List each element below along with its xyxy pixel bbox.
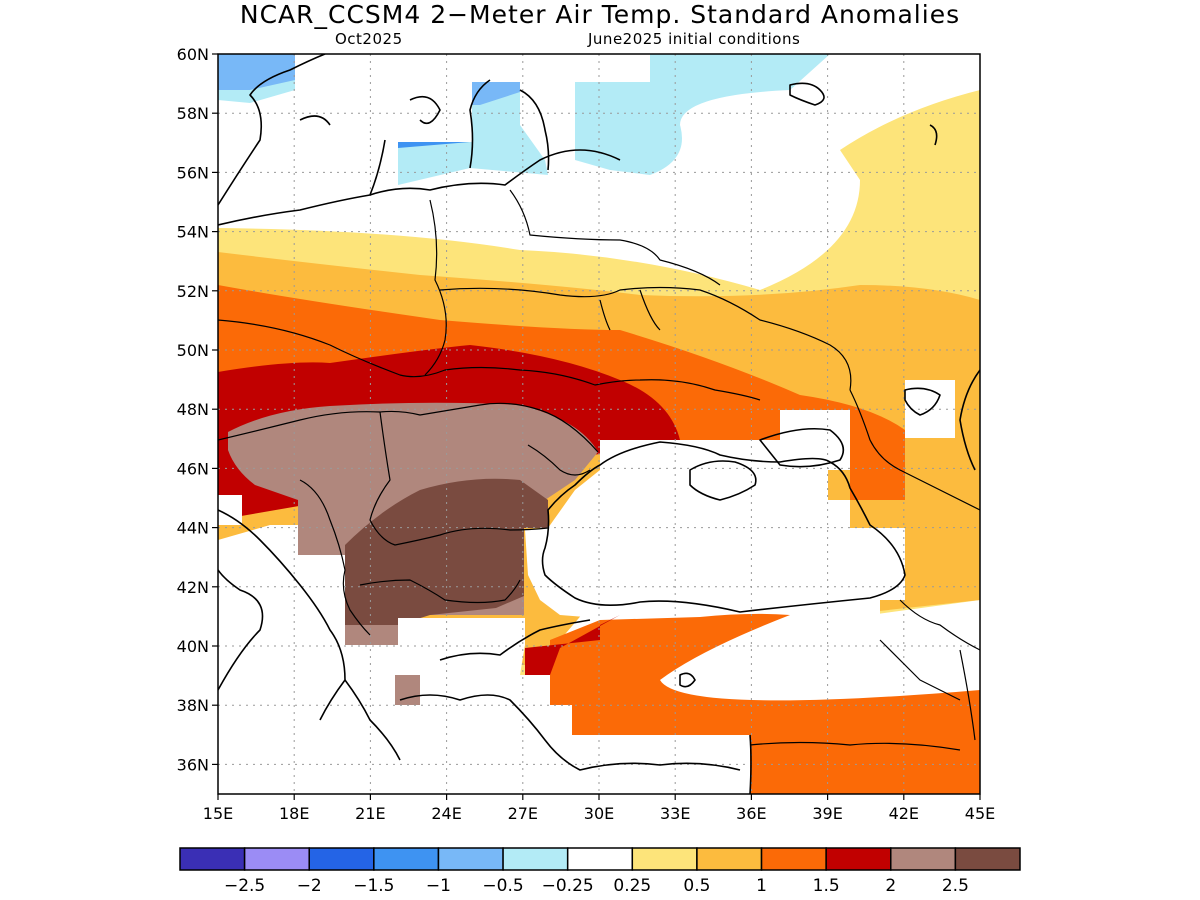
lon-label: 33E xyxy=(660,804,690,823)
colorbar-label: −2 xyxy=(297,876,322,896)
lon-label: 30E xyxy=(584,804,614,823)
colorbar-swatch xyxy=(954,847,1021,871)
anomaly-region xyxy=(398,142,470,148)
border-line xyxy=(879,599,980,701)
border-line xyxy=(369,411,549,546)
lat-label: 44N xyxy=(177,519,209,538)
colorbar-swatch xyxy=(243,847,310,871)
lon-label: 15E xyxy=(203,804,233,823)
colorbar xyxy=(179,847,1021,871)
colorbar-label: −1.5 xyxy=(353,876,394,896)
adriatic-coast xyxy=(218,509,346,721)
border-line xyxy=(359,579,521,604)
colorbar-labels: −2.5 −2 −1.5 −1 −0.5 −0.25 0.25 0.5 1 1.5 2 2.5 xyxy=(224,876,969,896)
colorbar-swatch xyxy=(825,847,892,871)
colorbar-label: 2 xyxy=(885,876,896,896)
levant-coast xyxy=(749,734,752,794)
lat-label: 38N xyxy=(177,696,209,715)
latitude-axis: 60N 58N 56N 54N 52N 50N 48N 46N 44N 42N 40N 38N 36N xyxy=(177,45,218,774)
colorbar-swatch xyxy=(566,847,634,871)
anomaly-region xyxy=(472,82,520,105)
anomaly-region xyxy=(395,675,420,705)
caspian-coast xyxy=(959,369,980,471)
lon-label: 27E xyxy=(508,804,538,823)
colorbar-label: 2.5 xyxy=(942,876,969,896)
azov-coast xyxy=(759,427,845,468)
colorbar-label: 1 xyxy=(756,876,767,896)
colorbar-label: −1 xyxy=(426,876,451,896)
map-title: NCAR_CCSM4 2−Meter Air Temp. Standard An… xyxy=(239,0,961,29)
lake-outline xyxy=(789,82,938,146)
lon-label: 45E xyxy=(965,804,995,823)
colorbar-swatch xyxy=(696,847,763,871)
lat-label: 42N xyxy=(177,578,209,597)
lat-label: 56N xyxy=(177,163,209,182)
lon-label: 39E xyxy=(812,804,842,823)
anomaly-region xyxy=(218,54,295,90)
colorbar-swatch xyxy=(437,847,504,871)
colorbar-label: −0.5 xyxy=(482,876,523,896)
border-line xyxy=(218,402,599,453)
colorbar-label: −2.5 xyxy=(224,876,265,896)
lon-label: 24E xyxy=(431,804,461,823)
lat-label: 60N xyxy=(177,45,209,64)
border-line xyxy=(509,189,721,286)
colorbar-swatch xyxy=(890,847,957,871)
colorbar-swatch xyxy=(631,847,698,871)
border-line xyxy=(749,649,976,751)
lat-label: 50N xyxy=(177,341,209,360)
border-line xyxy=(299,479,371,636)
lat-label: 58N xyxy=(177,104,209,123)
forecast-month: Oct2025 xyxy=(335,30,403,48)
lat-label: 48N xyxy=(177,400,209,419)
lake-outline xyxy=(679,387,941,688)
border-line xyxy=(849,389,980,511)
anomaly-region xyxy=(550,613,980,794)
border-line xyxy=(439,286,852,391)
colorbar-swatch xyxy=(502,847,569,871)
colorbar-label: 1.5 xyxy=(813,876,840,896)
border-line xyxy=(527,444,591,476)
graticule xyxy=(218,54,980,794)
colorbar-label: 0.25 xyxy=(613,876,651,896)
lat-label: 36N xyxy=(177,755,209,774)
lon-label: 42E xyxy=(889,804,919,823)
lat-label: 52N xyxy=(177,282,209,301)
anomaly-fields xyxy=(218,54,980,794)
border-line xyxy=(218,319,761,401)
aegean-coast xyxy=(344,619,741,771)
anomaly-region xyxy=(525,615,620,675)
masked-region xyxy=(218,525,345,645)
initial-conditions: June2025 initial conditions xyxy=(588,30,801,48)
lon-label: 18E xyxy=(279,804,309,823)
masked-region xyxy=(218,495,242,525)
lat-label: 40N xyxy=(177,637,209,656)
coastlines xyxy=(218,54,980,794)
colorbar-label: 0.5 xyxy=(683,876,710,896)
masked-region xyxy=(218,618,750,794)
colorbar-swatch xyxy=(373,847,440,871)
colorbar-swatch xyxy=(308,847,375,871)
baltic-coast xyxy=(218,79,621,226)
lat-label: 54N xyxy=(177,223,209,242)
longitude-axis: 15E 18E 21E 24E 27E 30E 33E 36E 39E 42E 45E xyxy=(203,794,995,823)
lon-label: 21E xyxy=(355,804,385,823)
anomaly-region xyxy=(575,54,830,175)
crimea-coast xyxy=(689,460,757,501)
border-line xyxy=(599,289,661,331)
colorbar-label: −0.25 xyxy=(542,876,594,896)
country-borders xyxy=(218,189,980,751)
colorbar-swatch xyxy=(760,847,827,871)
border-line xyxy=(424,199,447,376)
lat-label: 46N xyxy=(177,459,209,478)
colorbar-swatch xyxy=(179,847,246,871)
lon-label: 36E xyxy=(736,804,766,823)
black-sea-coast xyxy=(541,441,906,613)
scandinavia-coast xyxy=(218,54,441,206)
